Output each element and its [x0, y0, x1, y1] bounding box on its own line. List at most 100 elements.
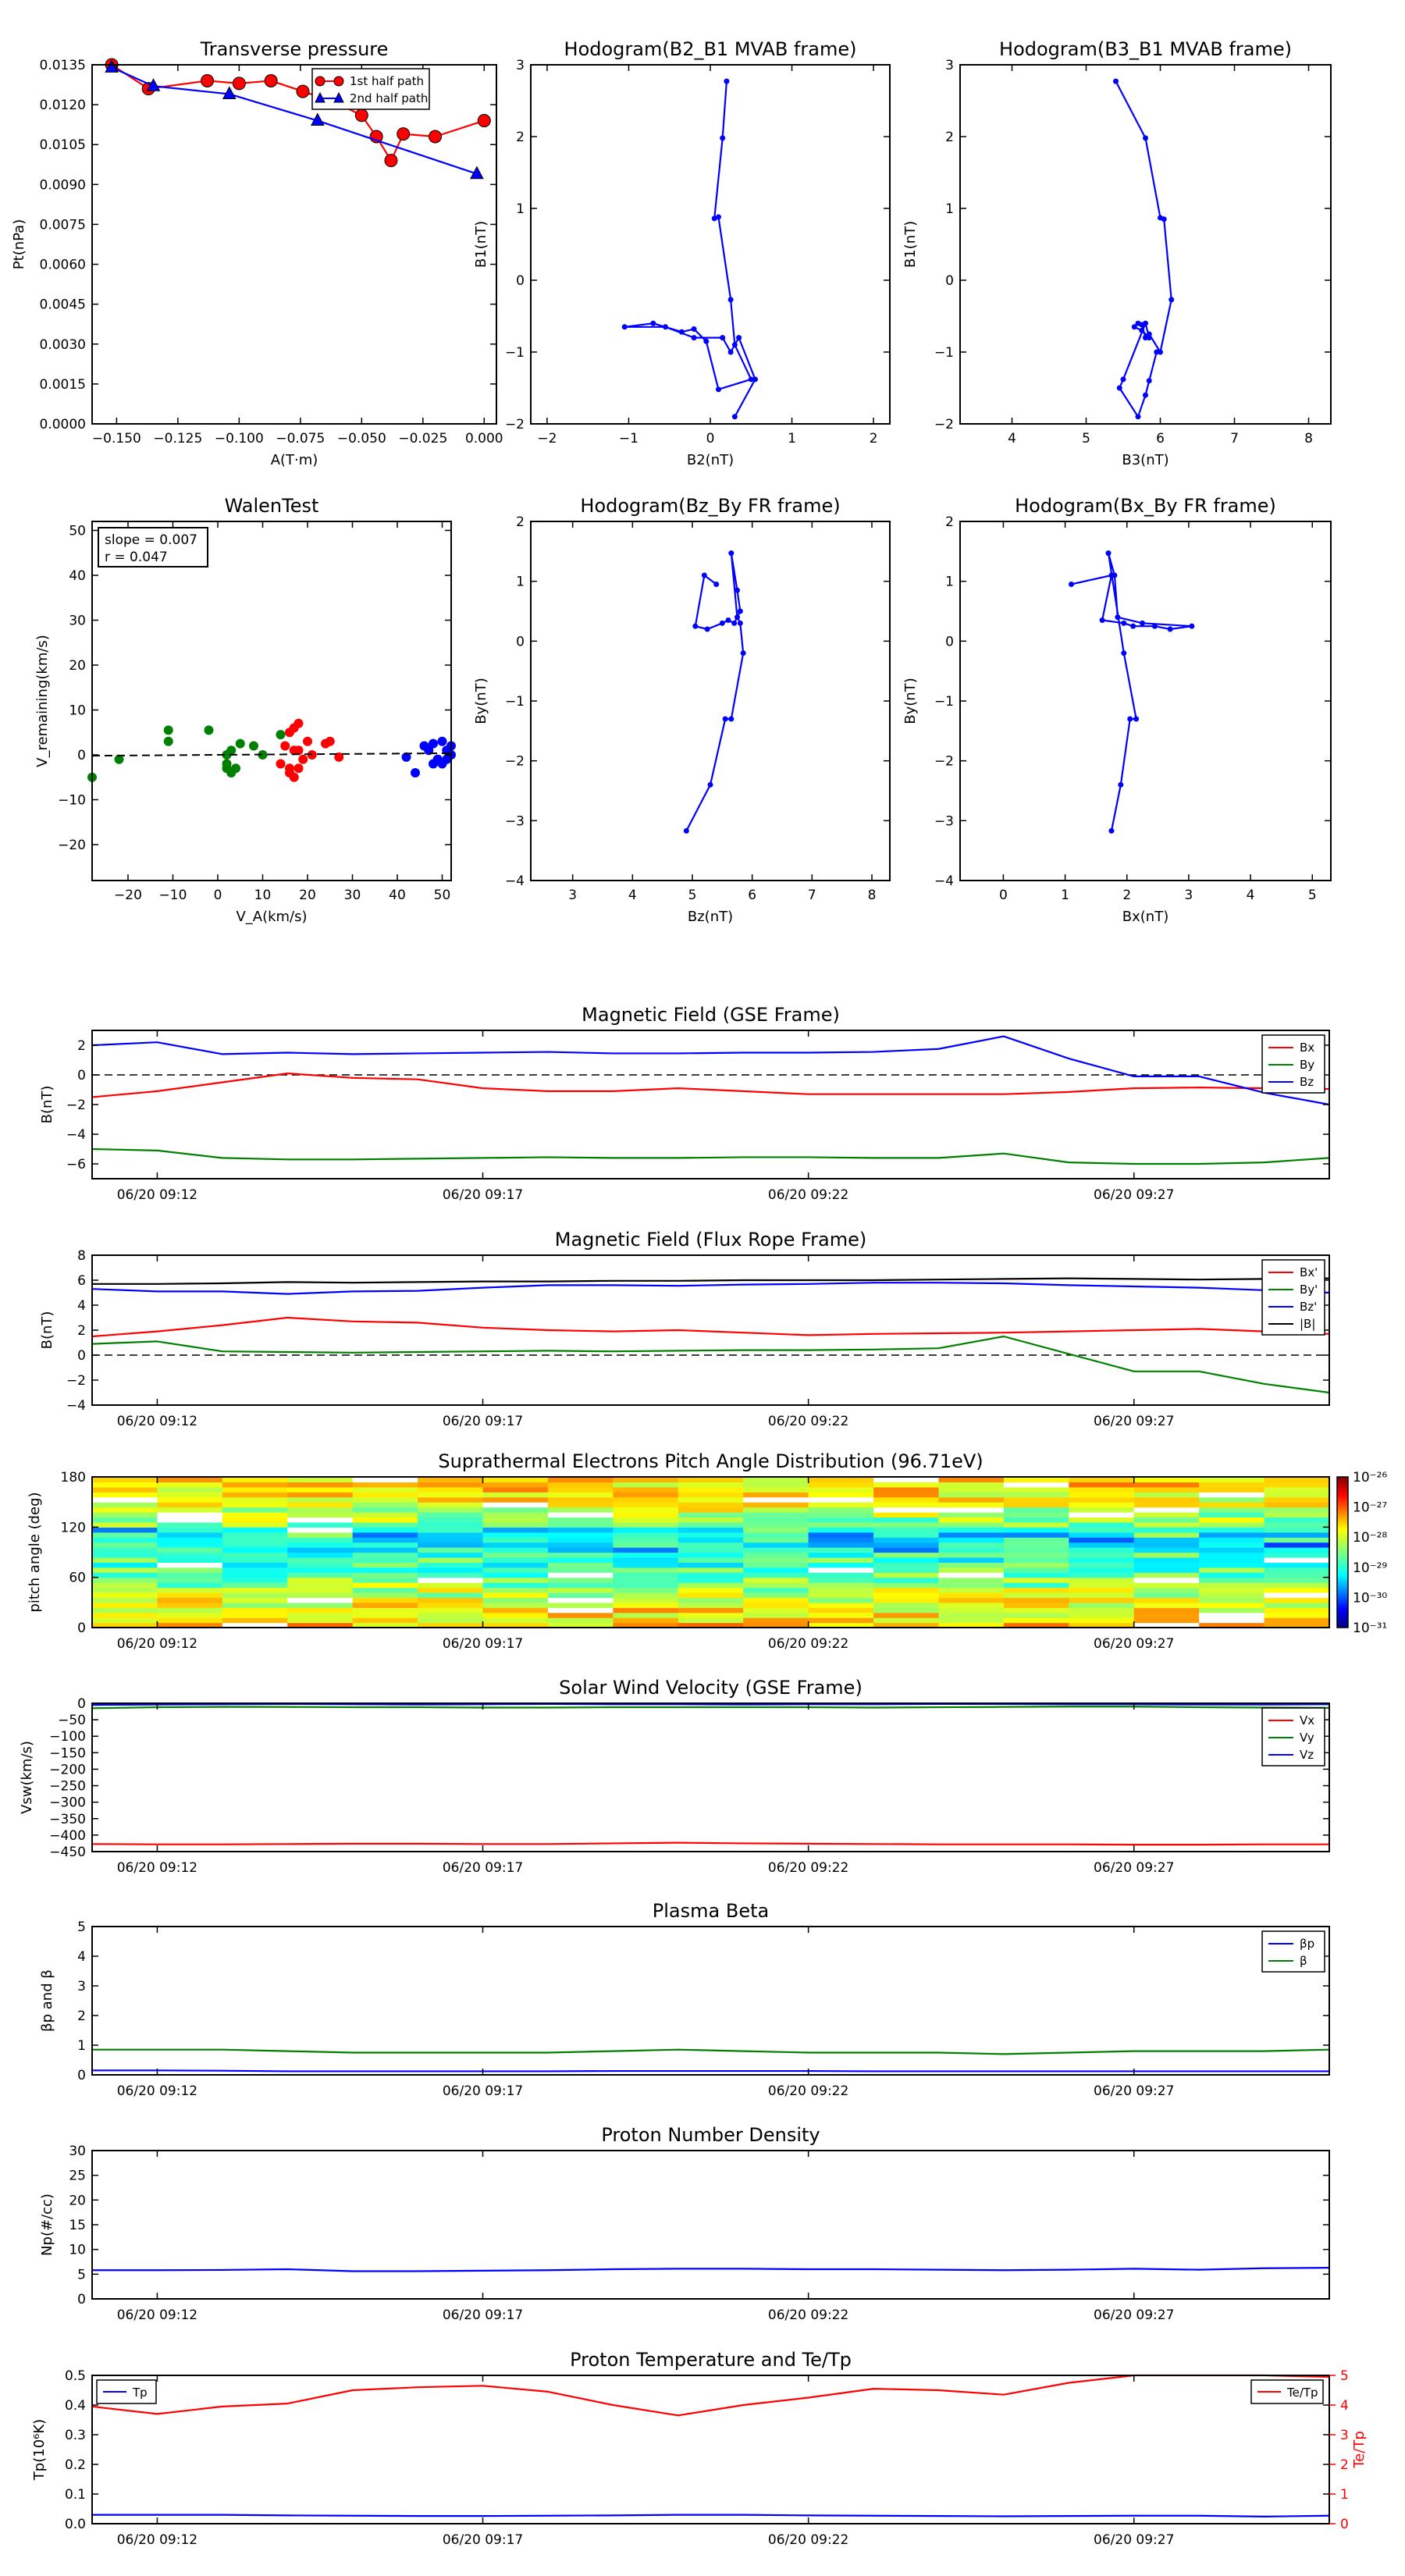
pad-cell — [613, 1597, 679, 1603]
h4-point — [1112, 572, 1118, 578]
pad-cell — [222, 1482, 288, 1488]
tp-ytick-label: 0.0090 — [40, 177, 86, 193]
pad-cell — [418, 1507, 484, 1513]
pad-cell — [1069, 1577, 1135, 1583]
pad-cell — [808, 1517, 874, 1523]
h1-ytick-label: 3 — [516, 58, 525, 73]
h1-point — [731, 414, 738, 420]
mag_gse-ytick-label: −2 — [66, 1098, 86, 1113]
pad-cell — [1264, 1482, 1330, 1488]
pad-cell — [678, 1587, 744, 1593]
walen-axes-frame — [91, 521, 452, 881]
pad-cell — [938, 1582, 1005, 1589]
pad-cell — [482, 1537, 549, 1543]
walen-point — [437, 736, 447, 746]
h3-xtick-label: 8 — [868, 888, 877, 903]
pad-cell — [92, 1567, 158, 1573]
pad-cell — [743, 1502, 809, 1508]
pad-cell — [418, 1482, 484, 1488]
pad-cell — [1133, 1617, 1200, 1624]
walen-point — [114, 754, 124, 764]
tp2-y2tick-label: 4 — [1340, 2398, 1349, 2414]
tp2-ytick-label: 0.1 — [65, 2487, 86, 2503]
walen-point — [226, 745, 237, 756]
tp-point — [429, 130, 443, 144]
tp2-xtick-label: 06/20 09:22 — [768, 2532, 848, 2548]
tp-ytick-label: 0.0015 — [40, 377, 86, 393]
pad-cell — [92, 1582, 158, 1589]
pad-cell — [938, 1507, 1005, 1513]
pad-cell — [1199, 1582, 1265, 1589]
np-ytick-label: 0 — [77, 2292, 86, 2307]
pad-cell — [1264, 1612, 1330, 1618]
h1-point — [752, 376, 758, 382]
pad-cell — [222, 1562, 288, 1568]
pad-cell — [222, 1572, 288, 1578]
pad-cell — [1264, 1577, 1330, 1583]
pad-cell — [157, 1622, 223, 1628]
h3-xtick-label: 3 — [568, 888, 577, 903]
h2-xtick-label: 4 — [1008, 431, 1016, 447]
mag_fr-ytick-label: 6 — [77, 1273, 86, 1289]
vsw-ytick-label: −300 — [49, 1795, 86, 1811]
pad-cell — [547, 1507, 614, 1513]
pad-cell — [1069, 1532, 1135, 1538]
pad-cell — [1264, 1567, 1330, 1573]
pad-cell — [482, 1532, 549, 1538]
pad-cell — [678, 1592, 744, 1598]
np-title: Proton Number Density — [601, 2124, 820, 2146]
h2-point — [1143, 135, 1148, 141]
pad-cell — [1199, 1521, 1265, 1528]
pad-cell — [287, 1482, 354, 1488]
h1-ytick-label: 2 — [516, 130, 525, 145]
h1-point — [715, 386, 721, 393]
pad-cell — [1199, 1547, 1265, 1553]
pad-cell — [92, 1607, 158, 1614]
pad-cell — [678, 1622, 744, 1628]
pad-cell — [352, 1562, 418, 1568]
h1-title: Hodogram(B2_B1 MVAB frame) — [564, 38, 857, 60]
pad-cell — [418, 1602, 484, 1608]
pad-cell — [873, 1542, 940, 1548]
pad-cell — [1199, 1517, 1265, 1523]
pad-cell — [287, 1607, 354, 1614]
pad-cell — [938, 1517, 1005, 1523]
walen-point — [249, 741, 258, 751]
mag_gse-ylabel: B(nT) — [39, 1086, 55, 1124]
pad-cell — [1264, 1572, 1330, 1578]
pad-cell — [743, 1582, 809, 1589]
pad-cell — [1199, 1492, 1265, 1498]
h2-point — [1143, 392, 1148, 398]
pad-cell — [1003, 1617, 1069, 1624]
pad-cell — [287, 1512, 354, 1518]
pad-ytick-label: 0 — [77, 1621, 86, 1636]
pad-cell — [613, 1562, 679, 1568]
pad-cell — [613, 1577, 679, 1583]
beta-legend-label: βp — [1300, 1937, 1314, 1951]
pad-cell — [1133, 1532, 1200, 1538]
pad-cell — [613, 1592, 679, 1598]
h3-point — [728, 716, 735, 722]
pad-cell — [92, 1537, 158, 1543]
pad-cell — [743, 1577, 809, 1583]
h4-ytick-label: 0 — [945, 634, 954, 649]
pad-cell — [418, 1597, 484, 1603]
pad-cell — [222, 1597, 288, 1603]
pad-cell — [743, 1517, 809, 1523]
pad-cell — [222, 1567, 288, 1573]
pad-cell — [938, 1521, 1005, 1528]
pad-cell — [1133, 1527, 1200, 1533]
pad-cell — [482, 1582, 549, 1589]
pad-cell — [1133, 1496, 1200, 1503]
vsw-ytick-label: −200 — [49, 1762, 86, 1777]
pad-cell — [418, 1552, 484, 1558]
walen-point — [411, 768, 420, 777]
pad-cell — [1133, 1521, 1200, 1528]
vsw-series-line — [91, 1841, 1329, 1846]
tp-point — [384, 154, 398, 168]
h1-point — [691, 335, 697, 341]
pad-cell — [1003, 1502, 1069, 1508]
pad-cell — [547, 1486, 614, 1493]
pad-cell — [1264, 1622, 1330, 1628]
pad-cell — [808, 1582, 874, 1589]
